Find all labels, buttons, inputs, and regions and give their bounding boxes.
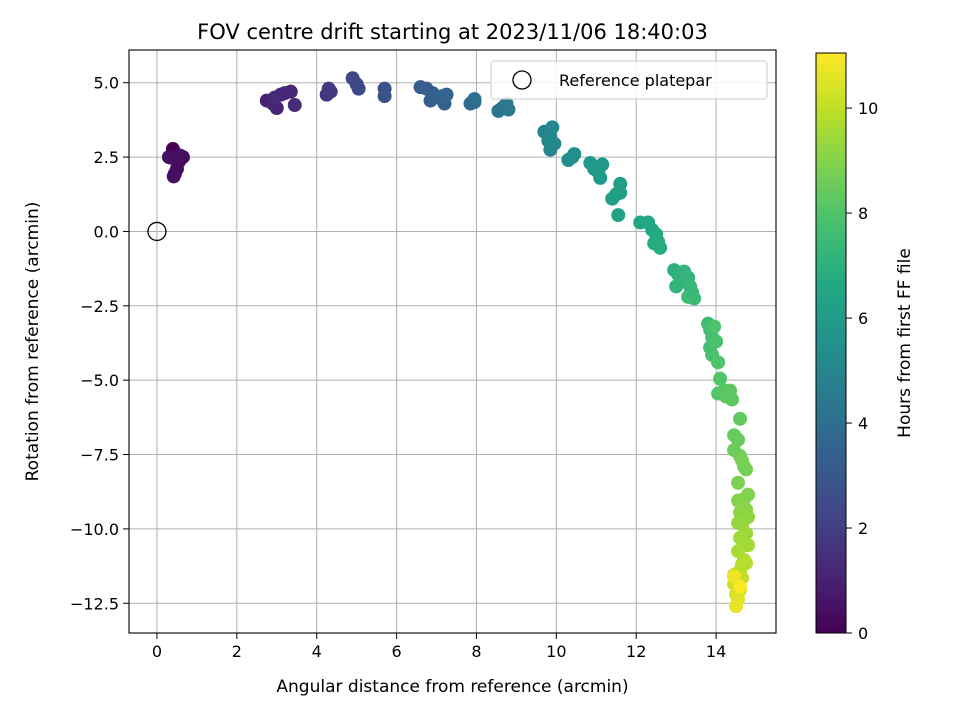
data-point	[709, 334, 724, 349]
reference-point	[147, 221, 167, 242]
data-point	[669, 279, 684, 294]
y-tick-label: 2.5	[94, 148, 119, 167]
y-tick-label: −10.0	[70, 520, 119, 539]
y-tick-label: −5.0	[80, 371, 119, 390]
data-point	[731, 515, 746, 530]
grid	[129, 50, 776, 633]
scatter-points	[161, 71, 756, 614]
x-tick-label: 4	[312, 642, 322, 661]
data-point	[166, 169, 181, 184]
x-tick-label: 14	[706, 642, 726, 661]
data-point	[377, 89, 392, 104]
reference-layer	[147, 221, 167, 242]
chart-title: FOV centre drift starting at 2023/11/06 …	[197, 20, 708, 44]
data-point	[287, 98, 302, 113]
data-point	[613, 185, 628, 200]
x-tick-label: 10	[546, 642, 566, 661]
colorbar: 0 2 4 6 8 10 Hours from first FF file	[815, 52, 915, 643]
y-axis-ticks: 5.0 2.5 0.0 −2.5 −5.0 −7.5 −10.0 −12.5	[70, 74, 129, 613]
colorbar-tick-label: 8	[858, 204, 868, 223]
y-tick-label: −7.5	[80, 446, 119, 465]
x-tick-label: 12	[626, 642, 646, 661]
legend-marker-open-circle-icon	[512, 70, 532, 90]
data-point	[711, 355, 726, 370]
colorbar-gradient	[815, 52, 847, 634]
colorbar-ticks: 0 2 4 6 8 10	[846, 99, 878, 643]
colorbar-tick-label: 4	[858, 414, 868, 433]
data-point	[321, 81, 336, 96]
data-point	[267, 90, 282, 105]
data-point	[611, 208, 626, 223]
data-point	[283, 84, 298, 99]
data-point	[269, 101, 284, 116]
x-tick-label: 6	[391, 642, 401, 661]
x-tick-label: 8	[471, 642, 481, 661]
data-point	[161, 150, 176, 165]
data-point	[543, 129, 558, 144]
data-point	[731, 493, 746, 508]
data-point	[733, 411, 748, 426]
data-point	[731, 475, 746, 490]
x-tick-label: 2	[232, 642, 242, 661]
data-point	[729, 599, 744, 614]
colorbar-tick-label: 2	[858, 519, 868, 538]
y-axis-label: Rotation from reference (arcmin)	[23, 202, 43, 482]
data-point	[439, 87, 454, 102]
data-point	[467, 92, 482, 107]
legend: Reference platepar	[490, 60, 768, 100]
x-tick-label: 0	[152, 642, 162, 661]
x-axis-ticks: 0 2 4 6 8 10 12 14	[152, 633, 726, 661]
legend-entry-label: Reference platepar	[559, 71, 712, 90]
data-point	[707, 319, 722, 334]
y-tick-label: −12.5	[70, 594, 119, 613]
y-tick-label: 0.0	[94, 222, 119, 241]
data-point	[735, 453, 750, 468]
y-tick-label: 5.0	[94, 74, 119, 93]
data-point	[173, 148, 188, 163]
legend-box	[490, 60, 768, 100]
data-point	[351, 81, 366, 96]
colorbar-tick-label: 0	[858, 624, 868, 643]
data-point	[501, 102, 516, 117]
data-point	[727, 569, 742, 584]
colorbar-tick-label: 10	[858, 99, 878, 118]
plot-frame	[128, 49, 777, 634]
y-tick-label: −2.5	[80, 297, 119, 316]
data-point	[725, 392, 740, 407]
data-point	[713, 371, 728, 386]
colorbar-label: Hours from first FF file	[895, 248, 915, 438]
data-point	[567, 147, 582, 162]
data-point	[733, 579, 748, 594]
data-point	[651, 234, 666, 249]
x-axis-label: Angular distance from reference (arcmin)	[276, 677, 628, 697]
colorbar-tick-label: 6	[858, 309, 868, 328]
data-point	[681, 289, 696, 304]
data-point	[591, 164, 606, 179]
